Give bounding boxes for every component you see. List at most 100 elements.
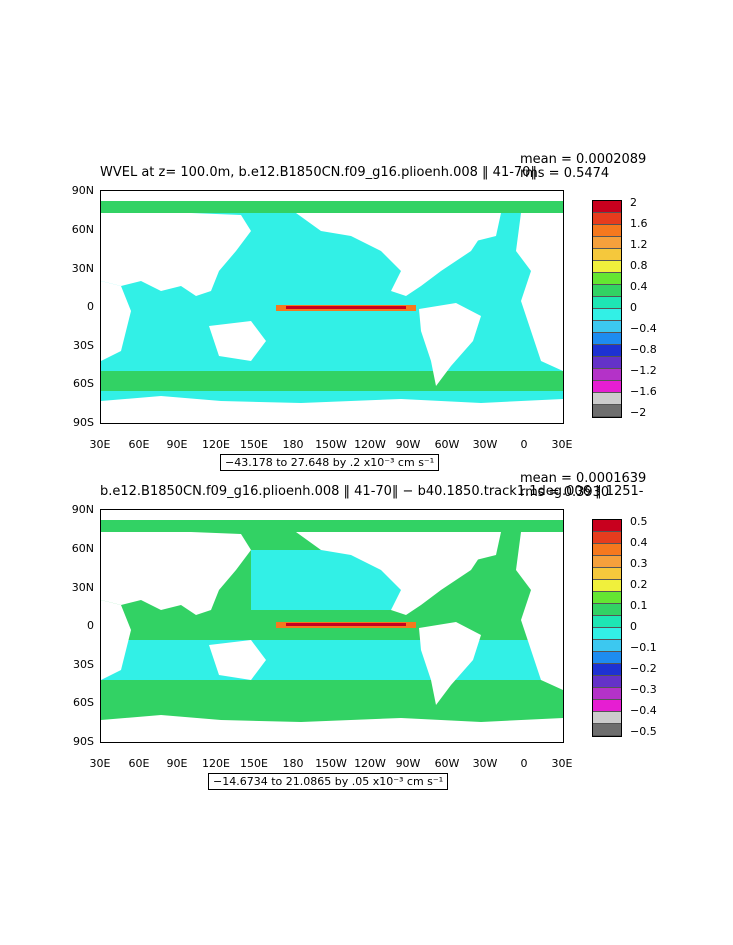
panel-1-xlabel-30w: 30W <box>472 438 498 451</box>
panel-2-xlabel-90e: 90E <box>166 757 188 770</box>
panel-2-ylabel-30s: 30S <box>73 658 94 671</box>
panel-2-ylabel-30n: 30N <box>71 581 94 594</box>
panel-2-xlabel-0: 0 <box>520 757 528 770</box>
panel-1-cbar-label-10: −2 <box>630 406 647 419</box>
colorbar-swatch <box>593 249 621 261</box>
antarctica-land <box>101 396 563 423</box>
panel-1-xlabel-120e: 120E <box>202 438 230 451</box>
panel-2-xlabel-30e-end: 30E <box>551 757 573 770</box>
eurasia-land <box>101 532 251 615</box>
antarctica-land <box>101 715 563 742</box>
panel-1-cbar-label-8: −1.2 <box>630 364 657 377</box>
panel-1-xlabel-60w: 60W <box>434 438 460 451</box>
panel-2-xlabel-60e: 60E <box>128 757 150 770</box>
colorbar-swatch <box>593 556 621 568</box>
panel-1-cbar-label-6: −0.4 <box>630 322 657 335</box>
panel-2-ylabel-90n: 90N <box>71 503 94 516</box>
colorbar-swatch <box>593 616 621 628</box>
colorbar-swatch <box>593 225 621 237</box>
colorbar-swatch <box>593 321 621 333</box>
southern-ocean-band <box>101 371 563 391</box>
panel-1-map-svg <box>101 201 563 423</box>
panel-1-xlabel-90e: 90E <box>166 438 188 451</box>
colorbar-swatch <box>593 604 621 616</box>
africa-west-land <box>101 281 131 361</box>
panel-2-ylabel-60s: 60S <box>73 696 94 709</box>
panel-1-cbar-label-2: 1.2 <box>630 238 648 251</box>
colorbar-swatch <box>593 261 621 273</box>
panel-1-xlabel-30e: 30E <box>89 438 111 451</box>
greenland-land <box>461 532 501 560</box>
panel-1-xlabel-180: 180 <box>282 438 304 451</box>
eurasia-land <box>101 213 251 296</box>
panel-2-cbar-label-7: −0.2 <box>630 662 657 675</box>
colorbar-swatch <box>593 568 621 580</box>
colorbar-swatch <box>593 213 621 225</box>
panel-2-xlabel-120e: 120E <box>202 757 230 770</box>
africa-west-land <box>101 600 131 680</box>
colorbar-swatch <box>593 592 621 604</box>
colorbar-swatch <box>593 237 621 249</box>
panel-2-map-svg <box>101 520 563 742</box>
colorbar-swatch <box>593 712 621 724</box>
colorbar-swatch <box>593 544 621 556</box>
panel-1-ylabel-0: 0 <box>87 300 94 313</box>
panel-2-xlabel-120w: 120W <box>354 757 386 770</box>
colorbar-swatch <box>593 345 621 357</box>
panel-1-cbar-label-4: 0.4 <box>630 280 648 293</box>
colorbar-swatch <box>593 664 621 676</box>
colorbar-swatch <box>593 285 621 297</box>
colorbar-swatch <box>593 201 621 213</box>
panel-2-cbar-label-1: 0.4 <box>630 536 648 549</box>
panel-1-xlabel-90w: 90W <box>395 438 421 451</box>
australia-land <box>209 640 266 680</box>
colorbar-swatch <box>593 393 621 405</box>
equatorial-upwelling-core <box>286 306 406 309</box>
panel-1-xlabel-30e-end: 30E <box>551 438 573 451</box>
panel-1-ylabel-90n: 90N <box>71 184 94 197</box>
panel-1-cbar-label-0: 2 <box>630 196 637 209</box>
panel-1-cbar-label-1: 1.6 <box>630 217 648 230</box>
panel-2-range-label: −14.6734 to 21.0865 by .05 x10⁻³ cm s⁻¹ <box>208 773 449 790</box>
panel-1-ylabel-30s: 30S <box>73 339 94 352</box>
europe-africa-land <box>516 213 563 371</box>
panel-2-ylabel-90s: 90S <box>73 735 94 748</box>
panel-2-rms: rms = 0.3930 <box>520 485 610 500</box>
panel-2-xlabel-30e: 30E <box>89 757 111 770</box>
panel-2-mean: mean = 0.0001639 <box>520 471 647 486</box>
colorbar-swatch <box>593 357 621 369</box>
panel-1-colorbar <box>592 200 622 418</box>
colorbar-swatch <box>593 700 621 712</box>
panel-2-ylabel-60n: 60N <box>71 542 94 555</box>
panel-1-range-label: −43.178 to 27.648 by .2 x10⁻³ cm s⁻¹ <box>220 454 440 471</box>
equatorial-upwelling-core <box>286 623 406 626</box>
colorbar-swatch <box>593 724 621 736</box>
panel-2-cbar-label-0: 0.5 <box>630 515 648 528</box>
panel-1-cbar-label-7: −0.8 <box>630 343 657 356</box>
panel-2-cbar-label-2: 0.3 <box>630 557 648 570</box>
panel-2-map <box>100 509 564 743</box>
south-america-land <box>419 303 481 386</box>
colorbar-swatch <box>593 273 621 285</box>
panel-1-xlabel-0: 0 <box>520 438 528 451</box>
panel-1-map <box>100 190 564 424</box>
panel-2-cbar-label-5: 0 <box>630 620 637 633</box>
southern-mid-band <box>101 640 563 680</box>
colorbar-swatch <box>593 381 621 393</box>
panel-2-xlabel-60w: 60W <box>434 757 460 770</box>
panel-2-colorbar <box>592 519 622 737</box>
panel-2-cbar-label-4: 0.1 <box>630 599 648 612</box>
panel-1-ylabel-60n: 60N <box>71 223 94 236</box>
panel-2-cbar-label-10: −0.5 <box>630 725 657 738</box>
panel-2-xlabel-150e: 150E <box>240 757 268 770</box>
europe-africa-land <box>516 532 563 690</box>
panel-1-ylabel-30n: 30N <box>71 262 94 275</box>
colorbar-swatch <box>593 676 621 688</box>
panel-2-ylabel-0: 0 <box>87 619 94 632</box>
panel-1-rms: rms = 0.5474 <box>520 166 610 181</box>
panel-2-xlabel-30w: 30W <box>472 757 498 770</box>
greenland-land <box>461 213 501 241</box>
colorbar-swatch <box>593 628 621 640</box>
panel-2-xlabel-150w: 150W <box>315 757 347 770</box>
north-america-land <box>296 213 491 296</box>
